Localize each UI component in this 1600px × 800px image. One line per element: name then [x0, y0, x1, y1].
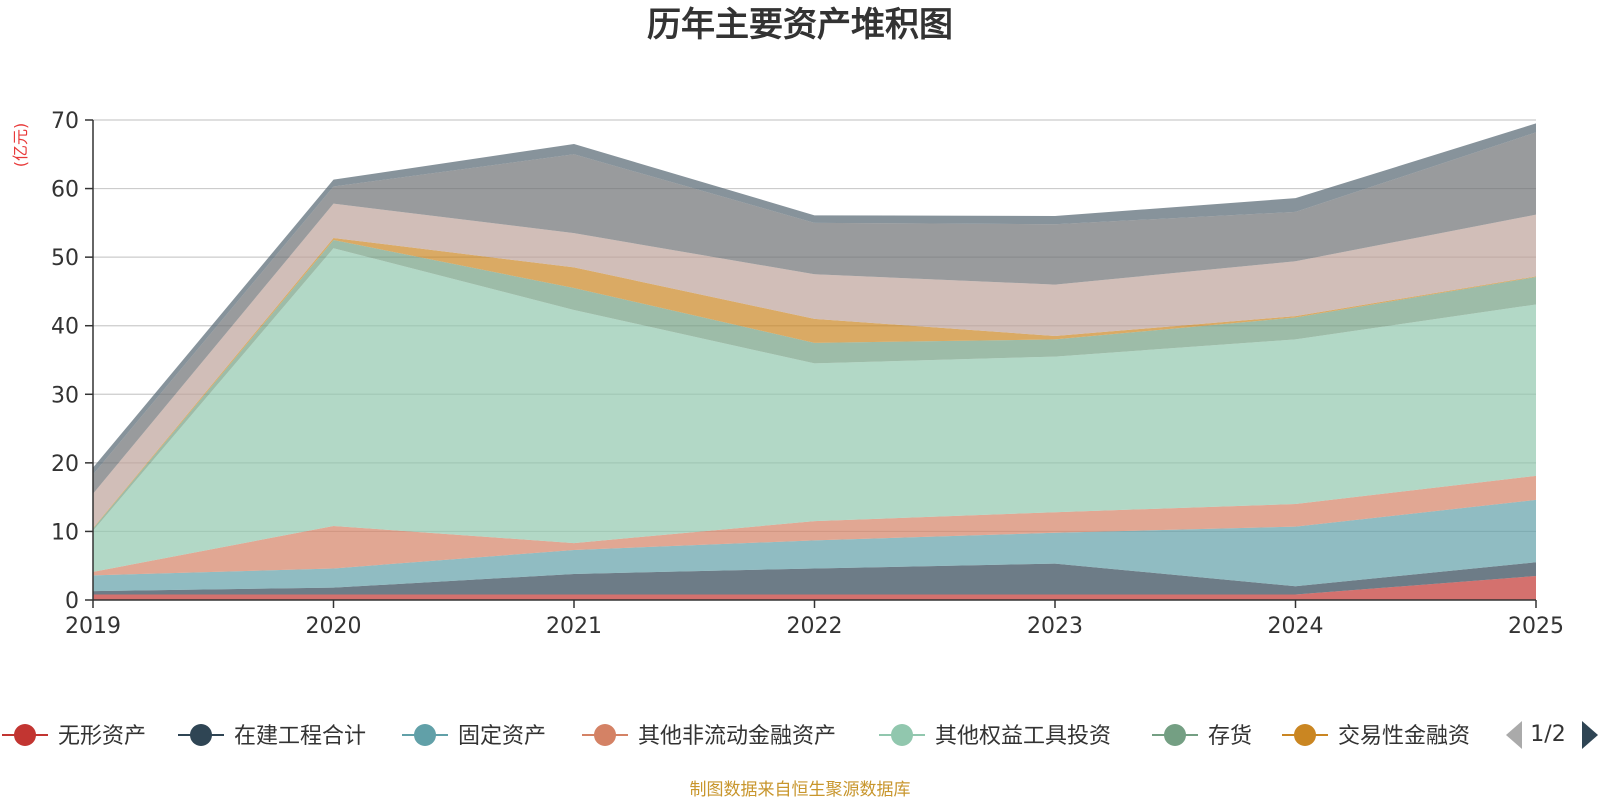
y-tick-label: 0	[65, 589, 79, 614]
x-tick-label: 2020	[306, 614, 362, 639]
legend-label: 在建工程合计	[234, 724, 366, 749]
legend-item[interactable]: 无形资产	[2, 724, 146, 749]
legend-item[interactable]: 固定资产	[402, 724, 546, 749]
data-source-note: 制图数据来自恒生聚源数据库	[690, 780, 911, 800]
legend-label: 存货	[1208, 724, 1252, 749]
y-tick-label: 70	[51, 109, 79, 134]
axes: 0 10 20 30 40 50 60 70 2019 2020 2021 2022 2023 2024 2…	[51, 109, 1564, 639]
legend-label: 无形资产	[58, 724, 146, 749]
legend-label: 固定资产	[458, 724, 546, 749]
legend-marker-icon	[594, 724, 616, 746]
pager-text: 1/2	[1530, 722, 1565, 747]
legend-item[interactable]: 在建工程合计	[178, 724, 366, 749]
y-axis-unit: (亿元)	[11, 123, 30, 168]
x-tick-label: 2024	[1268, 614, 1324, 639]
y-tick-label: 30	[51, 383, 79, 408]
y-tick-label: 50	[51, 246, 79, 271]
area-3	[93, 499, 1536, 592]
legend-marker-icon	[1294, 724, 1316, 746]
chart-title: 历年主要资产堆积图	[647, 5, 953, 45]
x-tick-label: 2022	[787, 614, 843, 639]
y-tick-label: 20	[51, 452, 79, 477]
legend-item[interactable]: 交易性金融资	[1282, 724, 1470, 749]
legend-marker-icon	[414, 724, 436, 746]
legend-marker-icon	[1164, 724, 1186, 746]
area-8	[93, 203, 1536, 528]
y-tick-label: 40	[51, 315, 79, 340]
legend: 无形资产 在建工程合计 固定资产 其他非流动金融资产 其他权益工具投资 存货 交易性金融资	[2, 724, 1470, 749]
legend-marker-icon	[891, 724, 913, 746]
area-1	[93, 576, 1536, 600]
x-tick-label: 2023	[1027, 614, 1083, 639]
y-tick-label: 60	[51, 178, 79, 203]
area-4	[93, 475, 1536, 576]
legend-item[interactable]: 存货	[1152, 724, 1252, 749]
area-series	[93, 123, 1536, 600]
x-tick-label: 2019	[65, 614, 121, 639]
area-5	[93, 248, 1536, 572]
area-9	[93, 132, 1536, 494]
legend-label: 交易性金融资	[1338, 724, 1470, 749]
legend-label: 其他非流动金融资产	[638, 724, 836, 749]
pager-next-icon[interactable]	[1582, 721, 1598, 749]
area-10	[93, 123, 1536, 475]
legend-item[interactable]: 其他权益工具投资	[879, 724, 1111, 749]
legend-label: 其他权益工具投资	[935, 724, 1111, 749]
x-tick-label: 2025	[1508, 614, 1564, 639]
legend-item[interactable]: 其他非流动金融资产	[582, 724, 836, 749]
area-2	[93, 562, 1536, 595]
legend-pager: 1/2	[1506, 721, 1598, 749]
legend-marker-icon	[190, 724, 212, 746]
y-tick-label: 10	[51, 520, 79, 545]
x-tick-label: 2021	[546, 614, 602, 639]
pager-prev-icon[interactable]	[1506, 721, 1522, 749]
legend-marker-icon	[14, 724, 36, 746]
